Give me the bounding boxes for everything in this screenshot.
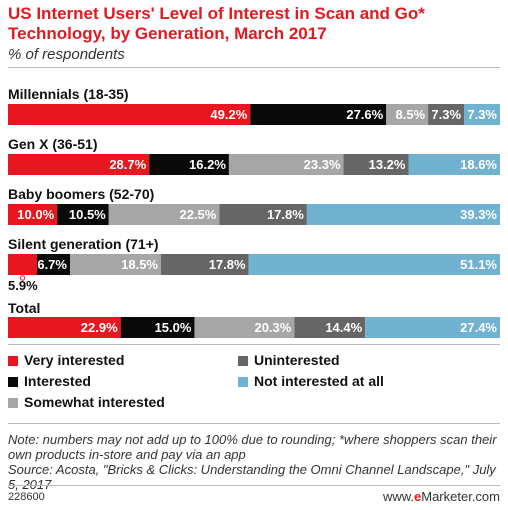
bar-segment	[386, 104, 429, 125]
chart-title: US Internet Users' Level of Interest in …	[8, 4, 425, 43]
value-label: 10.5%	[69, 207, 106, 222]
legend-divider	[8, 344, 500, 345]
category-label: Silent generation (71+)	[8, 236, 159, 252]
legend-item-not-interested-at-all: Not interested at all	[238, 373, 384, 389]
bar-segment	[250, 104, 387, 125]
bar-segment	[219, 204, 307, 225]
top-divider	[8, 67, 500, 68]
bar-segment	[37, 254, 70, 275]
brand-rest: Marketer.com	[421, 489, 500, 504]
value-label: 7.3%	[467, 107, 497, 122]
category-label: Gen X (36-51)	[8, 136, 97, 152]
bar-segment	[343, 154, 409, 175]
value-label: 6.7%	[37, 257, 67, 272]
value-label: 18.5%	[121, 257, 158, 272]
value-label: 15.0%	[155, 320, 192, 335]
notes-divider	[8, 423, 500, 424]
legend-item-uninterested: Uninterested	[238, 352, 340, 368]
bar-segment	[464, 104, 500, 125]
value-label: 49.2%	[210, 107, 247, 122]
value-label: 17.8%	[267, 207, 304, 222]
value-label: 8.5%	[395, 107, 425, 122]
legend-item-interested: Interested	[8, 373, 91, 389]
value-label: 13.2%	[369, 157, 406, 172]
value-label: 14.4%	[325, 320, 362, 335]
value-label: 27.6%	[346, 107, 383, 122]
bar-segment	[365, 317, 500, 338]
bar-segment	[69, 254, 162, 275]
legend-item-somewhat-interested: Somewhat interested	[8, 394, 165, 410]
note-text: Note: numbers may not add up to 100% due…	[8, 432, 497, 462]
category-label: Total	[8, 300, 40, 316]
brand-logo-e: e	[414, 489, 422, 504]
notes-block: Note: numbers may not add up to 100% due…	[8, 432, 504, 492]
value-label: 18.6%	[460, 157, 497, 172]
value-label: 22.5%	[179, 207, 216, 222]
value-label: 28.7%	[109, 157, 146, 172]
bar-segment	[194, 317, 295, 338]
value-label: 39.3%	[460, 207, 497, 222]
bar-segment	[8, 154, 150, 175]
legend-swatch	[238, 356, 248, 366]
legend-swatch	[238, 377, 248, 387]
bar-segment	[428, 104, 465, 125]
bar-segment	[8, 254, 38, 275]
value-label: 17.8%	[209, 257, 246, 272]
value-label: 20.3%	[254, 320, 291, 335]
category-label: Millennials (18-35)	[8, 86, 129, 102]
bar-segment	[161, 254, 249, 275]
value-label: 51.1%	[460, 257, 497, 272]
value-label: 7.3%	[431, 107, 461, 122]
value-label: 27.4%	[460, 320, 497, 335]
bar-segment	[108, 204, 220, 225]
brand-prefix: www.	[382, 489, 415, 504]
legend-label: Somewhat interested	[24, 394, 165, 410]
legend-label: Interested	[24, 373, 91, 389]
bar-segment	[306, 204, 500, 225]
bar-segment	[228, 154, 344, 175]
chart-subtitle: % of respondents	[8, 46, 125, 63]
stacked-bar-chart: Millennials (18-35) 49.2% 27.6% 8.5% 7.3% 7.3…	[8, 86, 500, 338]
category-label: Baby boomers (52-70)	[8, 186, 154, 202]
value-label: 10.0%	[17, 207, 54, 222]
bar-segment	[120, 317, 195, 338]
legend-swatch	[8, 398, 18, 408]
bar-segment	[294, 317, 366, 338]
brand-link[interactable]: www.eMarketer.com	[383, 489, 500, 504]
value-label: 16.2%	[189, 157, 226, 172]
bar-segment	[57, 204, 109, 225]
legend-item-very-interested: Very interested	[8, 352, 124, 368]
bar-segment	[408, 154, 500, 175]
value-label: 5.9%	[8, 278, 38, 293]
bar-segment	[8, 104, 251, 125]
chart-id: 228600	[8, 491, 45, 503]
legend-label: Not interested at all	[254, 373, 384, 389]
bar-segment	[248, 254, 500, 275]
bar-segment	[8, 204, 58, 225]
legend-swatch	[8, 356, 18, 366]
legend-swatch	[8, 377, 18, 387]
legend-label: Uninterested	[254, 352, 340, 368]
value-label: 22.9%	[81, 320, 118, 335]
footer-divider	[8, 485, 500, 486]
bar-segment	[8, 317, 121, 338]
legend-label: Very interested	[24, 352, 125, 368]
source-text: Source: Acosta, "Bricks & Clicks: Unders…	[8, 462, 496, 492]
leader-dot	[19, 275, 26, 281]
value-label: 23.3%	[304, 157, 341, 172]
bar-segment	[149, 154, 229, 175]
